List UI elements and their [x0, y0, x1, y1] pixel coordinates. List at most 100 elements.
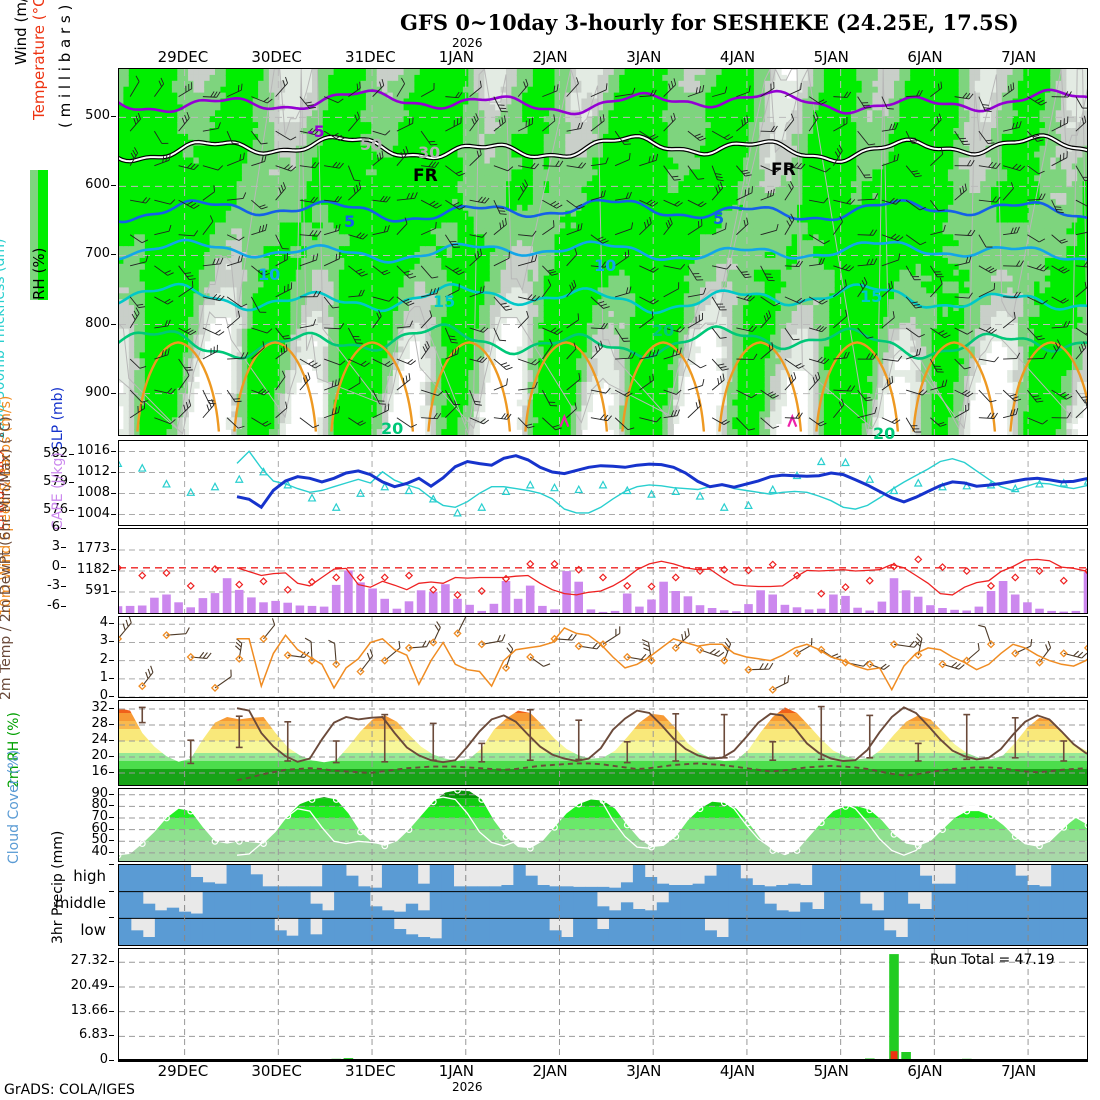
date-label: 30DEC — [251, 1062, 302, 1080]
axis-tick-label: 60 — [91, 820, 108, 836]
slp-thickness-panel — [118, 440, 1088, 526]
date-label: 31DEC — [345, 48, 396, 66]
wind10m-y-ticks: 0 1 2 3 4 — [84, 615, 114, 703]
axis-tick-label: 3 — [51, 539, 60, 555]
axis-tick-mark — [109, 708, 114, 709]
axis-tick-mark — [109, 890, 114, 892]
year-label-top: 2026 — [452, 36, 483, 50]
axis-tick-mark — [61, 547, 66, 549]
precip-panel — [118, 948, 1088, 1062]
date-label: 29DEC — [157, 48, 209, 66]
year-label-bottom: 2026 — [452, 1080, 483, 1094]
axis-tick-label: 6 — [51, 520, 60, 535]
axis-tick-label: 2 — [99, 651, 108, 667]
thickness-y-ticks: 582 579 576 — [40, 440, 74, 526]
date-label: 2JAN — [532, 1062, 568, 1080]
axis-tick-mark — [109, 641, 114, 643]
date-label: 3JAN — [626, 48, 662, 66]
precip-y-ticks: 0 6.83 13.66 20.49 27.32 — [66, 948, 114, 1067]
axis-tick-label: 16 — [91, 764, 108, 779]
axis-tick-mark — [111, 471, 116, 473]
axis-tick-mark — [111, 323, 116, 325]
lifted-index-cape-panel — [118, 528, 1088, 614]
upper-panel-y-ticks: 500 600 700 800 900 — [82, 68, 116, 436]
axis-tick-mark — [109, 851, 114, 853]
cloud-row-label: middle — [54, 894, 106, 912]
axis-tick-mark — [111, 254, 116, 256]
axis-tick-mark — [111, 549, 116, 550]
date-label: 5JAN — [813, 48, 849, 66]
axis-tick-mark — [109, 724, 114, 725]
upper-air-panel — [118, 68, 1088, 436]
axis-tick-label: 20 — [91, 748, 108, 763]
axis-tick-mark — [111, 513, 116, 515]
axis-title-precip: 3hr Precip (mm) — [50, 830, 66, 944]
time-axis-top: 29DEC 30DEC 31DEC 1JAN 2JAN 3JAN 4JAN 5JAN 6JAN 7… — [0, 48, 1100, 68]
time-axis-bottom: 29DEC 30DEC 31DEC 1JAN 2JAN 3JAN 4JAN 5JAN 6JAN 7… — [0, 1062, 1100, 1082]
axis-tick-mark — [109, 1060, 114, 1061]
page-title: GFS 0~10day 3-hourly for SESHEKE (24.25E… — [400, 10, 1019, 35]
axis-tick-label: 1008 — [76, 484, 110, 500]
axis-title-upper-wind: Wind (m/s) — [12, 0, 30, 65]
date-label: 6JAN — [907, 48, 943, 66]
axis-tick-label: 900 — [85, 384, 110, 400]
axis-tick-label: 600 — [85, 177, 110, 193]
axis-tick-label: 0 — [99, 688, 108, 703]
cloud-row-label: low — [80, 920, 106, 939]
axis-tick-label: 27.32 — [70, 953, 108, 969]
axis-tick-mark — [69, 482, 74, 483]
axis-tick-mark — [111, 392, 116, 394]
cloud-row-labels: high middle low — [54, 864, 114, 946]
footer-credit: GrADS: COLA/IGES — [4, 1082, 135, 1098]
axis-tick-label: 591 — [85, 583, 110, 598]
date-label: 6JAN — [907, 1062, 943, 1080]
axis-tick-label: 40 — [91, 843, 108, 859]
axis-tick-label: 579 — [43, 474, 68, 489]
axis-tick-mark — [61, 586, 66, 588]
axis-tick-mark — [109, 917, 114, 919]
date-label: 7JAN — [1001, 1062, 1037, 1080]
axis-tick-mark — [111, 116, 116, 118]
date-label: 4JAN — [719, 48, 756, 66]
axis-tick-label: 700 — [85, 246, 110, 262]
wind10m-panel — [118, 616, 1088, 698]
rh2m-panel — [118, 788, 1088, 862]
axis-tick-label: 500 — [85, 108, 110, 124]
temp2m-y-ticks: 16 20 24 28 32 — [80, 700, 114, 786]
axis-tick-mark — [109, 1010, 114, 1012]
date-label: 31DEC — [345, 1062, 396, 1080]
axis-tick-label: 24 — [91, 732, 108, 747]
date-label: 2JAN — [532, 48, 568, 66]
date-label: 30DEC — [251, 48, 302, 66]
axis-tick-mark — [109, 961, 114, 963]
axis-tick-label: 0 — [99, 1052, 108, 1067]
axis-tick-mark — [109, 677, 114, 679]
axis-tick-label: 6.83 — [79, 1027, 108, 1043]
axis-tick-label: 0 — [51, 558, 60, 574]
lifted-index-y-ticks: -6 -3 0 3 6 — [34, 520, 66, 614]
axis-tick-label: 80 — [91, 797, 108, 813]
axis-tick-label: 1 — [99, 669, 108, 685]
axis-tick-mark — [61, 605, 66, 607]
axis-tick-mark — [109, 756, 114, 757]
axis-tick-label: 576 — [43, 502, 68, 517]
axis-tick-mark — [109, 805, 114, 807]
axis-title-temp2m: 2m Temp / 2m DewPt (6hr Min/Max) (°C) — [0, 416, 14, 700]
date-label: 1JAN — [438, 1062, 474, 1080]
axis-tick-mark — [109, 772, 114, 773]
axis-tick-mark — [109, 659, 114, 661]
date-label: 7JAN — [1001, 48, 1037, 66]
axis-tick-mark — [109, 793, 114, 795]
axis-tick-label: 1004 — [76, 505, 110, 521]
axis-tick-label: 1012 — [76, 463, 110, 479]
axis-tick-label: 582 — [43, 446, 68, 461]
temp2m-panel — [118, 700, 1088, 786]
axis-tick-mark — [109, 740, 114, 741]
date-label: 5JAN — [813, 1062, 849, 1080]
axis-tick-mark — [69, 510, 74, 511]
axis-tick-mark — [109, 864, 114, 865]
axis-tick-label: 800 — [85, 315, 110, 331]
axis-tick-mark — [109, 840, 114, 842]
axis-tick-label: 1016 — [76, 442, 110, 458]
axis-tick-label: 1182 — [76, 562, 110, 577]
